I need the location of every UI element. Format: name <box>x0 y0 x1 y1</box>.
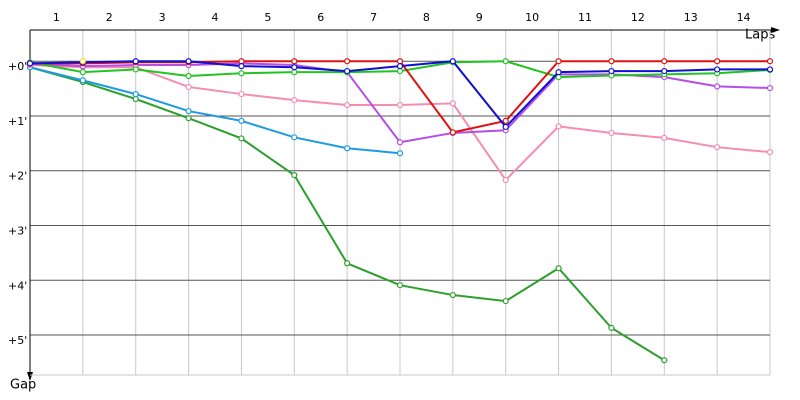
data-point <box>502 297 509 305</box>
data-point <box>766 66 774 73</box>
y-tick-label: +5' <box>8 334 27 347</box>
data-point <box>396 101 404 109</box>
data-point <box>344 145 351 152</box>
x-tick-label: 12 <box>631 11 645 24</box>
y-tick-label: +4' <box>8 279 27 292</box>
data-point <box>185 72 192 80</box>
data-point <box>555 58 562 65</box>
x-tick-label: 6 <box>317 11 324 24</box>
x-tick-label: 5 <box>264 11 271 24</box>
data-point <box>291 134 298 141</box>
data-point <box>238 63 245 70</box>
data-point <box>555 265 562 272</box>
data-point <box>291 58 298 65</box>
data-point <box>132 58 139 65</box>
x-axis-arrow <box>771 27 780 33</box>
y-tick-label: +2' <box>8 170 27 183</box>
data-point <box>185 83 192 91</box>
data-point <box>502 117 509 125</box>
data-point <box>291 96 298 104</box>
data-point <box>291 69 298 76</box>
data-point <box>766 84 774 92</box>
data-point <box>238 58 245 65</box>
data-point <box>79 58 86 65</box>
data-point <box>132 66 139 73</box>
data-point <box>714 144 721 151</box>
x-tick-label: 13 <box>684 11 698 24</box>
data-point <box>714 66 721 73</box>
data-point <box>502 58 509 65</box>
data-point <box>608 58 615 65</box>
data-point <box>344 101 351 109</box>
data-point <box>449 58 456 65</box>
x-axis-label: Laps <box>745 28 775 43</box>
data-point <box>79 69 86 76</box>
y-tick-label: +0' <box>8 60 27 73</box>
data-point <box>766 149 774 156</box>
data-point <box>238 90 245 98</box>
data-point <box>449 291 456 299</box>
x-tick-label: 11 <box>578 11 592 24</box>
data-point <box>238 135 245 142</box>
data-point <box>396 67 404 75</box>
x-tick-label: 3 <box>159 11 166 24</box>
data-point <box>344 260 351 267</box>
data-point <box>238 70 245 77</box>
data-point <box>449 100 456 107</box>
series-line <box>29 66 401 155</box>
data-point <box>396 282 404 289</box>
x-tick-label: 8 <box>423 11 430 24</box>
data-point <box>555 123 562 130</box>
data-point <box>344 67 351 75</box>
data-point <box>291 64 298 71</box>
data-point <box>396 58 404 65</box>
data-point <box>608 129 615 137</box>
data-point <box>238 117 245 125</box>
x-tick-label: 10 <box>525 11 539 24</box>
data-point <box>291 172 298 179</box>
x-tick-label: 4 <box>212 11 219 24</box>
data-point <box>396 150 404 157</box>
x-tick-label: 7 <box>370 11 377 24</box>
x-tick-label: 9 <box>476 11 483 24</box>
data-point <box>714 83 721 90</box>
x-tick-label: 2 <box>106 11 113 24</box>
data-point <box>661 357 668 364</box>
data-point <box>26 60 34 67</box>
data-point <box>608 324 615 332</box>
data-point <box>132 95 139 103</box>
y-tick-label: +3' <box>8 225 27 238</box>
data-point <box>185 58 192 65</box>
x-tick-label: 1 <box>53 11 60 24</box>
data-point <box>132 90 139 98</box>
data-point <box>344 58 351 65</box>
data-point <box>661 134 668 141</box>
data-point <box>608 67 615 75</box>
data-point <box>502 123 509 131</box>
data-point <box>661 58 668 65</box>
data-point <box>555 69 562 76</box>
y-tick-label: +1' <box>8 115 27 128</box>
data-point <box>766 58 774 65</box>
data-point <box>396 63 404 70</box>
data-point <box>502 176 509 184</box>
data-point <box>396 139 404 146</box>
y-axis-label: Gap <box>10 378 36 393</box>
data-point <box>79 77 86 84</box>
data-point <box>185 107 192 115</box>
data-point <box>449 129 456 136</box>
data-point <box>714 58 721 65</box>
data-point <box>185 115 192 122</box>
y-axis-arrow <box>27 372 33 381</box>
x-tick-label: 14 <box>737 11 751 24</box>
data-point <box>661 67 668 75</box>
